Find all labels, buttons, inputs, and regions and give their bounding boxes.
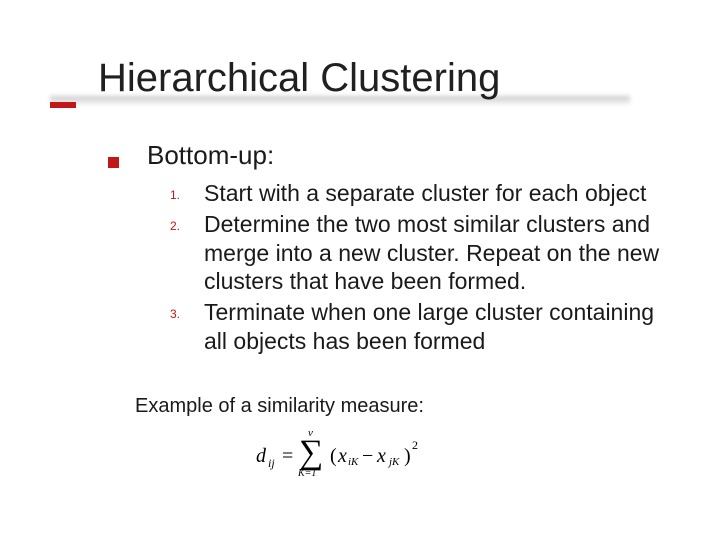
slide-title: Hierarchical Clustering: [98, 56, 500, 101]
similarity-formula: d ij = ∑ v K=1 ( x iK − x jK ) 2: [250, 428, 440, 484]
example-caption: Example of a similarity measure:: [135, 395, 424, 418]
list-text: Terminate when one large cluster contain…: [204, 298, 674, 356]
formula-term2: x: [377, 445, 386, 468]
formula-power: 2: [412, 438, 418, 453]
formula-term1: x: [338, 445, 347, 468]
list-number: 1.: [170, 179, 204, 208]
list-number: 2.: [170, 210, 204, 296]
list-item: 1. Start with a separate cluster for eac…: [170, 179, 680, 208]
formula-rparen: ): [404, 445, 411, 468]
formula-lhs-var: d: [256, 445, 266, 468]
level1-item: Bottom-up:: [108, 140, 680, 171]
formula-lparen: (: [330, 445, 337, 468]
title-accent-bar: [50, 102, 76, 108]
formula-lhs-sub: ij: [268, 456, 275, 471]
formula-minus: −: [362, 445, 373, 468]
formula-sum-lower: K=1: [298, 468, 316, 479]
formula-term1-sub: iK: [348, 456, 358, 468]
square-bullet-icon: [108, 157, 119, 168]
list-text: Determine the two most similar clusters …: [204, 210, 674, 296]
list-number: 3.: [170, 298, 204, 356]
list-item: 3. Terminate when one large cluster cont…: [170, 298, 680, 356]
content-body: Bottom-up: 1. Start with a separate clus…: [108, 140, 680, 358]
formula-sum-upper: v: [308, 427, 313, 439]
sigma-icon: ∑: [299, 434, 323, 472]
ordered-list: 1. Start with a separate cluster for eac…: [170, 179, 680, 356]
list-text: Start with a separate cluster for each o…: [204, 179, 646, 208]
list-item: 2. Determine the two most similar cluste…: [170, 210, 680, 296]
level1-label: Bottom-up:: [147, 140, 274, 171]
formula-term2-sub: jK: [389, 456, 399, 468]
formula-equals: =: [282, 445, 293, 468]
